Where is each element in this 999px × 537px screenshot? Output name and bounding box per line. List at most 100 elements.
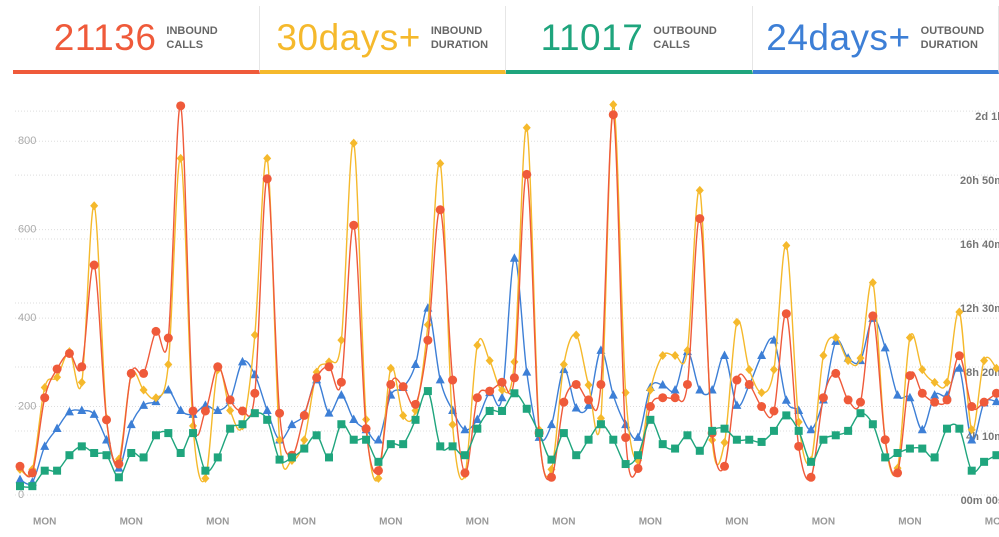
kpi-label-line: DURATION [430, 39, 489, 51]
kpi-label: INBOUND CALLS [166, 24, 217, 52]
marker [942, 395, 952, 405]
x-tick-label: MON [466, 517, 489, 528]
marker [930, 377, 939, 387]
marker [299, 410, 309, 420]
series-line [19, 257, 997, 485]
marker [571, 379, 581, 389]
marker [683, 431, 692, 440]
marker [497, 392, 507, 402]
marker [374, 473, 383, 483]
marker [448, 420, 457, 430]
marker [757, 350, 767, 360]
marker [213, 362, 223, 372]
marker [399, 440, 408, 449]
marker [126, 368, 136, 378]
kpi-label-line: INBOUND [166, 25, 218, 37]
marker [176, 153, 185, 163]
marker [386, 363, 395, 373]
marker [732, 375, 742, 385]
marker [695, 185, 704, 195]
marker [794, 441, 804, 451]
kpi-label: OUTBOUND CALLS [653, 24, 717, 52]
marker [522, 404, 531, 413]
marker [917, 424, 927, 434]
marker [992, 451, 999, 460]
marker [794, 405, 804, 415]
marker [263, 415, 272, 424]
marker [225, 395, 235, 405]
marker [695, 446, 704, 455]
marker [720, 438, 729, 448]
kpi-label: INBOUND DURATION [431, 24, 488, 52]
marker [127, 448, 136, 457]
marker [732, 317, 741, 327]
marker [881, 453, 890, 462]
marker [398, 382, 408, 392]
y-tick-label: 600 [18, 224, 36, 236]
kpi-label: OUTBOUND DURATION [921, 24, 985, 52]
marker [781, 395, 791, 404]
marker [498, 406, 507, 415]
marker [189, 421, 198, 431]
marker [336, 377, 346, 387]
y2-tick-label: 00m 00s [961, 495, 999, 507]
marker [373, 434, 383, 444]
marker [53, 372, 62, 382]
marker [163, 385, 173, 394]
marker [535, 429, 544, 438]
x-tick-label: MON [812, 517, 835, 528]
x-tick-label: MON [120, 517, 143, 528]
marker [287, 419, 297, 429]
marker [250, 330, 259, 340]
x-tick-label: MON [293, 517, 316, 528]
marker [237, 356, 247, 366]
marker [522, 367, 532, 376]
marker [90, 448, 99, 457]
x-tick-label: MON [379, 517, 402, 528]
marker [399, 411, 408, 421]
marker [831, 333, 840, 343]
marker [992, 363, 999, 373]
marker [423, 387, 432, 396]
marker [522, 123, 531, 133]
marker [361, 424, 371, 434]
marker [164, 429, 173, 438]
marker [757, 437, 766, 446]
marker [843, 395, 853, 405]
marker [213, 453, 222, 462]
kpi-value: 30days+ [276, 17, 421, 58]
marker [188, 406, 198, 416]
series-line [19, 105, 997, 481]
kpi-value: 24days+ [766, 17, 911, 58]
marker [720, 424, 729, 433]
marker [806, 472, 816, 482]
marker [596, 379, 606, 389]
marker [139, 400, 149, 409]
marker [337, 335, 346, 345]
marker [485, 356, 494, 366]
marker [64, 406, 74, 416]
marker [646, 415, 655, 424]
marker [695, 385, 705, 394]
marker [77, 442, 86, 451]
marker [436, 159, 445, 169]
marker [262, 405, 272, 415]
marker [114, 473, 123, 482]
marker [584, 395, 594, 405]
marker [769, 406, 779, 416]
marker [658, 351, 667, 361]
marker [880, 342, 890, 352]
marker [979, 397, 989, 407]
marker [250, 409, 259, 418]
marker [546, 419, 556, 429]
marker [263, 153, 272, 163]
marker [967, 425, 976, 435]
marker [967, 402, 977, 412]
marker [546, 472, 556, 482]
marker [757, 388, 766, 398]
marker [967, 466, 976, 475]
marker [90, 201, 99, 211]
marker [918, 365, 927, 375]
